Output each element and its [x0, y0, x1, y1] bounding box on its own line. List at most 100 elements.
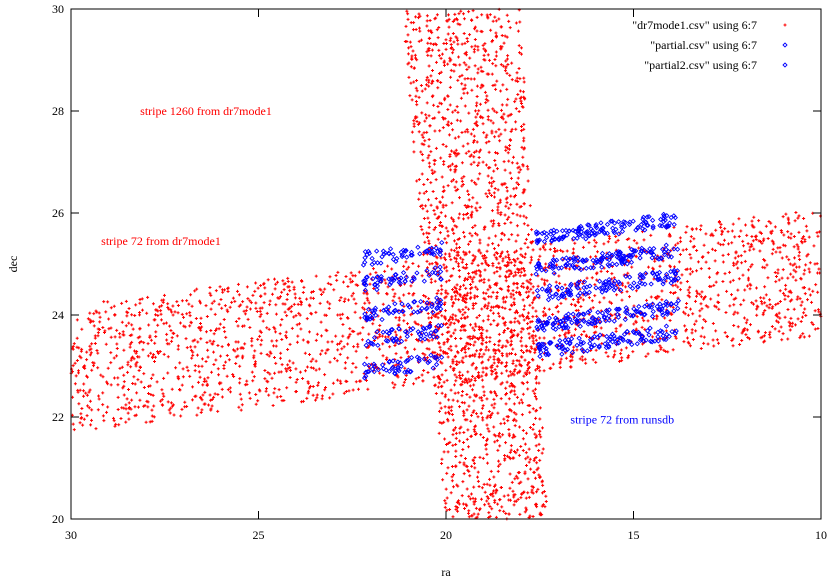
- data-point: [335, 359, 339, 363]
- data-point: [246, 317, 250, 321]
- data-point: [797, 254, 801, 258]
- data-point: [451, 218, 455, 222]
- data-point: [517, 453, 521, 457]
- data-point: [708, 275, 712, 279]
- data-point: [464, 63, 468, 67]
- data-point: [464, 151, 468, 155]
- data-point: [140, 308, 144, 312]
- data-point: [447, 398, 451, 402]
- data-point: [469, 132, 473, 136]
- data-point: [301, 399, 305, 403]
- data-point: [569, 320, 575, 326]
- data-point: [448, 39, 452, 43]
- data-point: [794, 270, 798, 274]
- data-point: [283, 302, 287, 306]
- data-point: [521, 428, 525, 432]
- data-point: [271, 404, 275, 408]
- data-point: [717, 220, 721, 224]
- data-point: [527, 495, 531, 499]
- data-point: [627, 354, 631, 358]
- data-point: [513, 367, 517, 371]
- data-point: [282, 399, 286, 403]
- data-point: [137, 355, 141, 359]
- data-point: [467, 205, 471, 209]
- data-point: [770, 306, 774, 310]
- data-point: [403, 274, 409, 280]
- data-point: [606, 263, 612, 269]
- data-point: [403, 378, 407, 382]
- data-point: [379, 316, 385, 323]
- data-point: [502, 300, 506, 304]
- data-point: [254, 281, 258, 285]
- data-point: [336, 378, 340, 382]
- data-point: [183, 325, 187, 329]
- data-point: [510, 78, 514, 82]
- data-point: [330, 340, 334, 344]
- data-point: [647, 246, 653, 252]
- data-point: [444, 47, 448, 51]
- data-point: [298, 296, 302, 300]
- data-point: [290, 304, 294, 308]
- data-point: [533, 432, 537, 436]
- data-point: [87, 390, 91, 394]
- data-point: [495, 281, 499, 285]
- data-point: [309, 359, 313, 363]
- data-point: [97, 311, 101, 315]
- data-point: [417, 39, 421, 43]
- data-point: [704, 319, 708, 323]
- data-point: [635, 224, 641, 230]
- data-point: [286, 348, 290, 352]
- data-point: [478, 274, 482, 278]
- data-point: [195, 287, 199, 291]
- data-point: [374, 274, 380, 280]
- data-point: [277, 388, 281, 392]
- data-point: [751, 225, 755, 229]
- data-point: [424, 295, 428, 299]
- data-point: [439, 80, 443, 84]
- data-point: [333, 356, 337, 360]
- data-point: [380, 329, 386, 335]
- data-point: [200, 357, 204, 361]
- data-point: [534, 409, 538, 413]
- data-point: [711, 338, 715, 342]
- data-point: [437, 54, 441, 58]
- data-point: [436, 104, 440, 108]
- data-point: [657, 222, 663, 229]
- data-point: [425, 231, 429, 235]
- data-point: [641, 247, 647, 254]
- data-point: [462, 328, 466, 332]
- data-point: [606, 240, 610, 244]
- data-point: [663, 323, 670, 329]
- data-point: [450, 412, 454, 416]
- data-point: [186, 369, 190, 373]
- data-point: [109, 361, 113, 365]
- data-point: [445, 19, 449, 23]
- data-point: [547, 339, 553, 346]
- data-point: [97, 397, 101, 401]
- data-point: [534, 381, 538, 385]
- data-point: [181, 375, 185, 379]
- data-point: [629, 285, 636, 291]
- data-point: [492, 489, 496, 493]
- data-point: [480, 378, 484, 382]
- data-point: [543, 266, 547, 270]
- data-point: [535, 461, 539, 465]
- data-point: [90, 408, 94, 412]
- y-tick-label: 20: [52, 512, 64, 526]
- data-point: [253, 349, 257, 353]
- data-point: [390, 256, 397, 262]
- data-point: [212, 350, 216, 354]
- data-point: [323, 388, 327, 392]
- data-point: [620, 337, 626, 344]
- y-tick-label: 22: [52, 410, 64, 424]
- data-point: [535, 505, 539, 509]
- data-point: [193, 289, 197, 293]
- data-point: [89, 319, 93, 323]
- data-point: [524, 216, 528, 220]
- data-point: [577, 300, 581, 304]
- data-point: [490, 372, 494, 376]
- data-point: [431, 171, 435, 175]
- data-point: [473, 294, 477, 298]
- data-point: [426, 47, 430, 51]
